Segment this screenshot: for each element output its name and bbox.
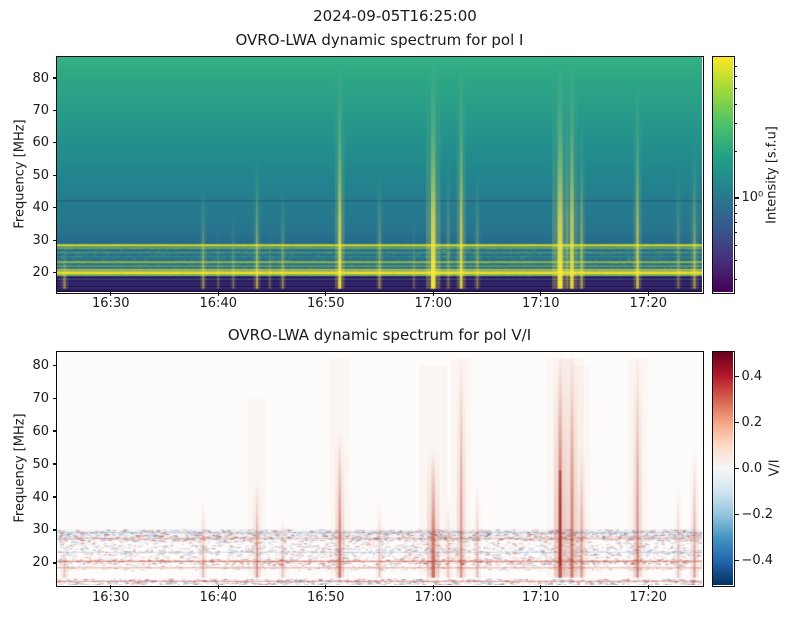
x-tick-label: 17:00 [414,590,452,605]
x-tick-label: 17:00 [414,296,452,311]
colorbar-minor-tick-mark [734,123,737,124]
y-tick-label: 30 [32,232,49,248]
colorbar-minor-tick-mark [734,150,737,152]
panel2-title: OVRO-LWA dynamic spectrum for pol V/I [227,326,532,344]
x-tick-label: 17:10 [522,296,560,311]
y-tick-mark [52,142,57,144]
y-tick-label: 50 [32,167,49,183]
x-tick-mark [325,585,327,589]
colorbar-tick-label: −0.2 [741,506,774,522]
colorbar-minor-tick-mark [734,204,737,206]
x-tick-mark [647,292,649,296]
x-tick-label: 17:20 [629,590,667,605]
y-tick-label: 70 [32,102,49,118]
y-tick-label: 30 [32,522,49,538]
x-tick-mark [217,585,219,589]
x-tick-mark [217,292,219,296]
y-tick-mark [52,430,57,432]
x-tick-mark [325,292,327,296]
y-tick-mark [52,529,57,531]
colorbar-minor-tick-mark [734,212,737,214]
y-tick-label: 80 [32,357,49,373]
colorbar-minor-tick-mark [734,244,737,246]
colorbar-tick-label: 10⁰ [741,190,764,205]
colorbar-pol-vi [713,352,733,585]
colorbar-major-tick-mark [734,197,739,199]
x-tick-mark [110,585,112,589]
y-tick-label: 50 [32,456,49,472]
y-tick-mark [52,397,57,399]
x-tick-label: 16:40 [199,296,237,311]
x-tick-label: 16:50 [307,590,345,605]
y-tick-mark [52,463,57,465]
x-tick-label: 16:30 [92,296,130,311]
y-tick-label: 60 [32,423,49,439]
x-tick-mark [432,585,434,589]
colorbar-tick-mark [734,375,739,378]
x-tick-mark [110,292,112,296]
y-tick-mark [52,271,57,274]
spectrogram-pol-vi [57,352,702,585]
colorbar-tick-label: 0.0 [741,461,763,476]
y-tick-label: 70 [32,390,49,406]
y-tick-mark [52,109,57,112]
x-tick-label: 16:50 [307,296,345,311]
y-tick-mark [52,77,57,79]
colorbar-tick-mark [734,421,739,424]
x-tick-mark [432,292,434,296]
colorbar-tick-label: 0.2 [741,415,763,431]
colorbar-tick-label: 0.4 [741,369,763,385]
colorbar-tick-mark [734,467,739,470]
colorbar1-label: Intensity [s.f.u] [764,126,780,224]
y-tick-label: 40 [32,489,49,505]
colorbar-minor-tick-mark [734,76,737,77]
figure-suptitle: 2024-09-05T16:25:00 [313,7,477,25]
y-tick-mark [52,207,57,209]
y-tick-label: 40 [32,200,49,216]
colorbar-tick-mark [734,559,739,561]
x-tick-mark [540,292,542,296]
x-tick-mark [647,585,649,589]
colorbar-pol-i [713,57,733,292]
colorbar-minor-tick-mark [734,65,737,67]
y-tick-mark [52,174,57,176]
y-tick-label: 20 [32,265,49,281]
x-tick-label: 17:10 [522,590,560,605]
y-tick-mark [52,239,57,241]
x-tick-label: 16:30 [92,590,130,605]
y-tick-label: 60 [32,135,49,151]
y-tick-mark [52,496,57,498]
x-tick-label: 17:20 [629,296,667,311]
y-tick-label: 20 [32,555,49,571]
colorbar-minor-tick-mark [734,232,737,234]
y-tick-mark [52,562,57,564]
colorbar-minor-tick-mark [734,279,737,281]
x-tick-label: 16:40 [199,590,237,605]
x-tick-mark [540,585,542,589]
colorbar-minor-tick-mark [734,88,737,90]
y-tick-mark [52,364,57,366]
spectrogram-pol-i [57,57,702,292]
y-tick-label: 80 [32,70,49,86]
colorbar-minor-tick-mark [734,103,737,105]
panel1-title: OVRO-LWA dynamic spectrum for pol I [235,31,524,49]
colorbar-tick-mark [734,513,739,516]
colorbar-minor-tick-mark [734,221,737,223]
colorbar-minor-tick-mark [734,259,737,261]
colorbar-tick-label: −0.4 [741,552,774,568]
colorbar2-label: V/I [767,459,783,477]
